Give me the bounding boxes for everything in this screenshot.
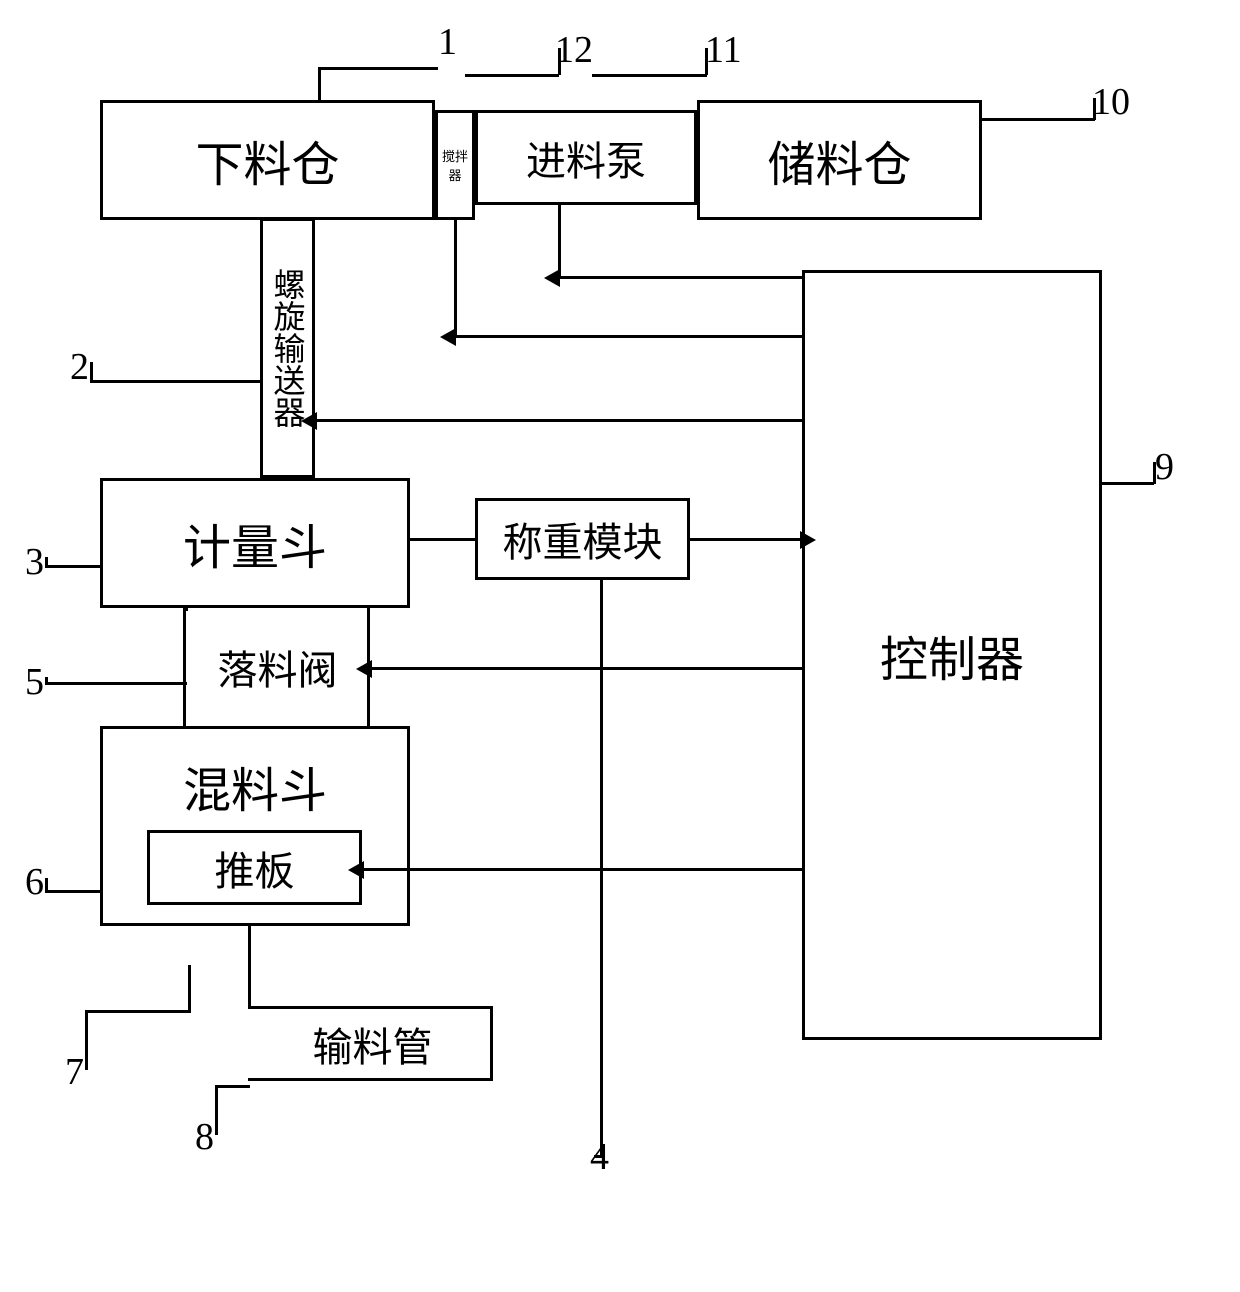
connector [248, 1006, 493, 1009]
arrowhead-left-icon [544, 269, 560, 287]
connector [248, 1078, 493, 1081]
connector [465, 74, 559, 77]
connector [1093, 98, 1096, 120]
connector [558, 48, 561, 75]
ref-number: 8 [195, 1115, 214, 1159]
connector [490, 1006, 493, 1081]
connector [454, 335, 802, 338]
connector [45, 682, 187, 685]
ref-number: 3 [25, 540, 44, 584]
node-b2: 螺旋输送器 [260, 218, 315, 478]
connector [454, 220, 457, 336]
connector [188, 965, 191, 1013]
connector [215, 1085, 218, 1135]
arrowhead-left-icon [440, 328, 456, 346]
connector [410, 538, 476, 541]
connector [558, 276, 802, 279]
connector [183, 608, 186, 726]
connector [370, 667, 802, 670]
arrowhead-right-icon [800, 531, 816, 549]
connector [1153, 462, 1156, 484]
connector [690, 538, 802, 541]
node-label: 推板 [215, 839, 295, 897]
node-label: 计量斗 [183, 508, 327, 578]
node-b5: 落料阀 [185, 608, 370, 726]
arrowhead-left-icon [348, 861, 364, 879]
node-label: 储料仓 [767, 125, 911, 195]
node-b11: 进料泵 [475, 110, 697, 205]
arrowhead-left-icon [301, 412, 317, 430]
connector [315, 419, 802, 422]
node-b3: 计量斗 [100, 478, 410, 608]
ref-number: 7 [65, 1050, 84, 1094]
ref-number: 2 [70, 345, 89, 389]
connector [90, 362, 93, 382]
ref-number: 6 [25, 860, 44, 904]
connector [45, 890, 103, 893]
ref-number: 1 [438, 20, 457, 64]
connector [85, 1010, 88, 1070]
connector [318, 67, 438, 70]
node-label: 搅拌器 [438, 146, 472, 184]
node-label: 下料仓 [195, 125, 339, 195]
node-b7: 推板 [147, 830, 362, 905]
connector [45, 565, 103, 568]
node-b4: 称重模块 [475, 498, 690, 580]
connector [45, 557, 48, 567]
connector [318, 67, 321, 103]
connector [705, 48, 708, 75]
node-label: 称重模块 [503, 510, 663, 568]
node-label: 落料阀 [218, 638, 338, 696]
connector [600, 580, 603, 1155]
ref-number: 10 [1092, 80, 1130, 124]
node-b8: 输料管 [250, 1006, 495, 1081]
node-b12: 搅拌器 [435, 110, 475, 220]
arrowhead-left-icon [356, 660, 372, 678]
connector [85, 1010, 190, 1013]
connector [45, 878, 48, 893]
connector [1102, 482, 1154, 485]
node-label: 混料斗 [183, 751, 327, 821]
node-b10: 储料仓 [697, 100, 982, 220]
connector [592, 74, 707, 77]
connector [215, 1085, 250, 1088]
node-b1: 下料仓 [100, 100, 435, 220]
node-label: 输料管 [313, 1015, 433, 1073]
ref-number: 11 [705, 28, 742, 72]
node-label: 控制器 [880, 620, 1024, 690]
ref-number: 9 [1155, 445, 1174, 489]
connector [982, 118, 1095, 121]
node-b9: 控制器 [802, 270, 1102, 1040]
node-label: 螺旋输送器 [265, 268, 311, 428]
connector [558, 205, 561, 277]
connector [90, 380, 263, 383]
connector [248, 926, 251, 1006]
connector [45, 677, 48, 685]
node-label: 进料泵 [526, 129, 646, 187]
ref-number: 5 [25, 660, 44, 704]
connector [594, 1155, 602, 1158]
connector [362, 868, 802, 871]
